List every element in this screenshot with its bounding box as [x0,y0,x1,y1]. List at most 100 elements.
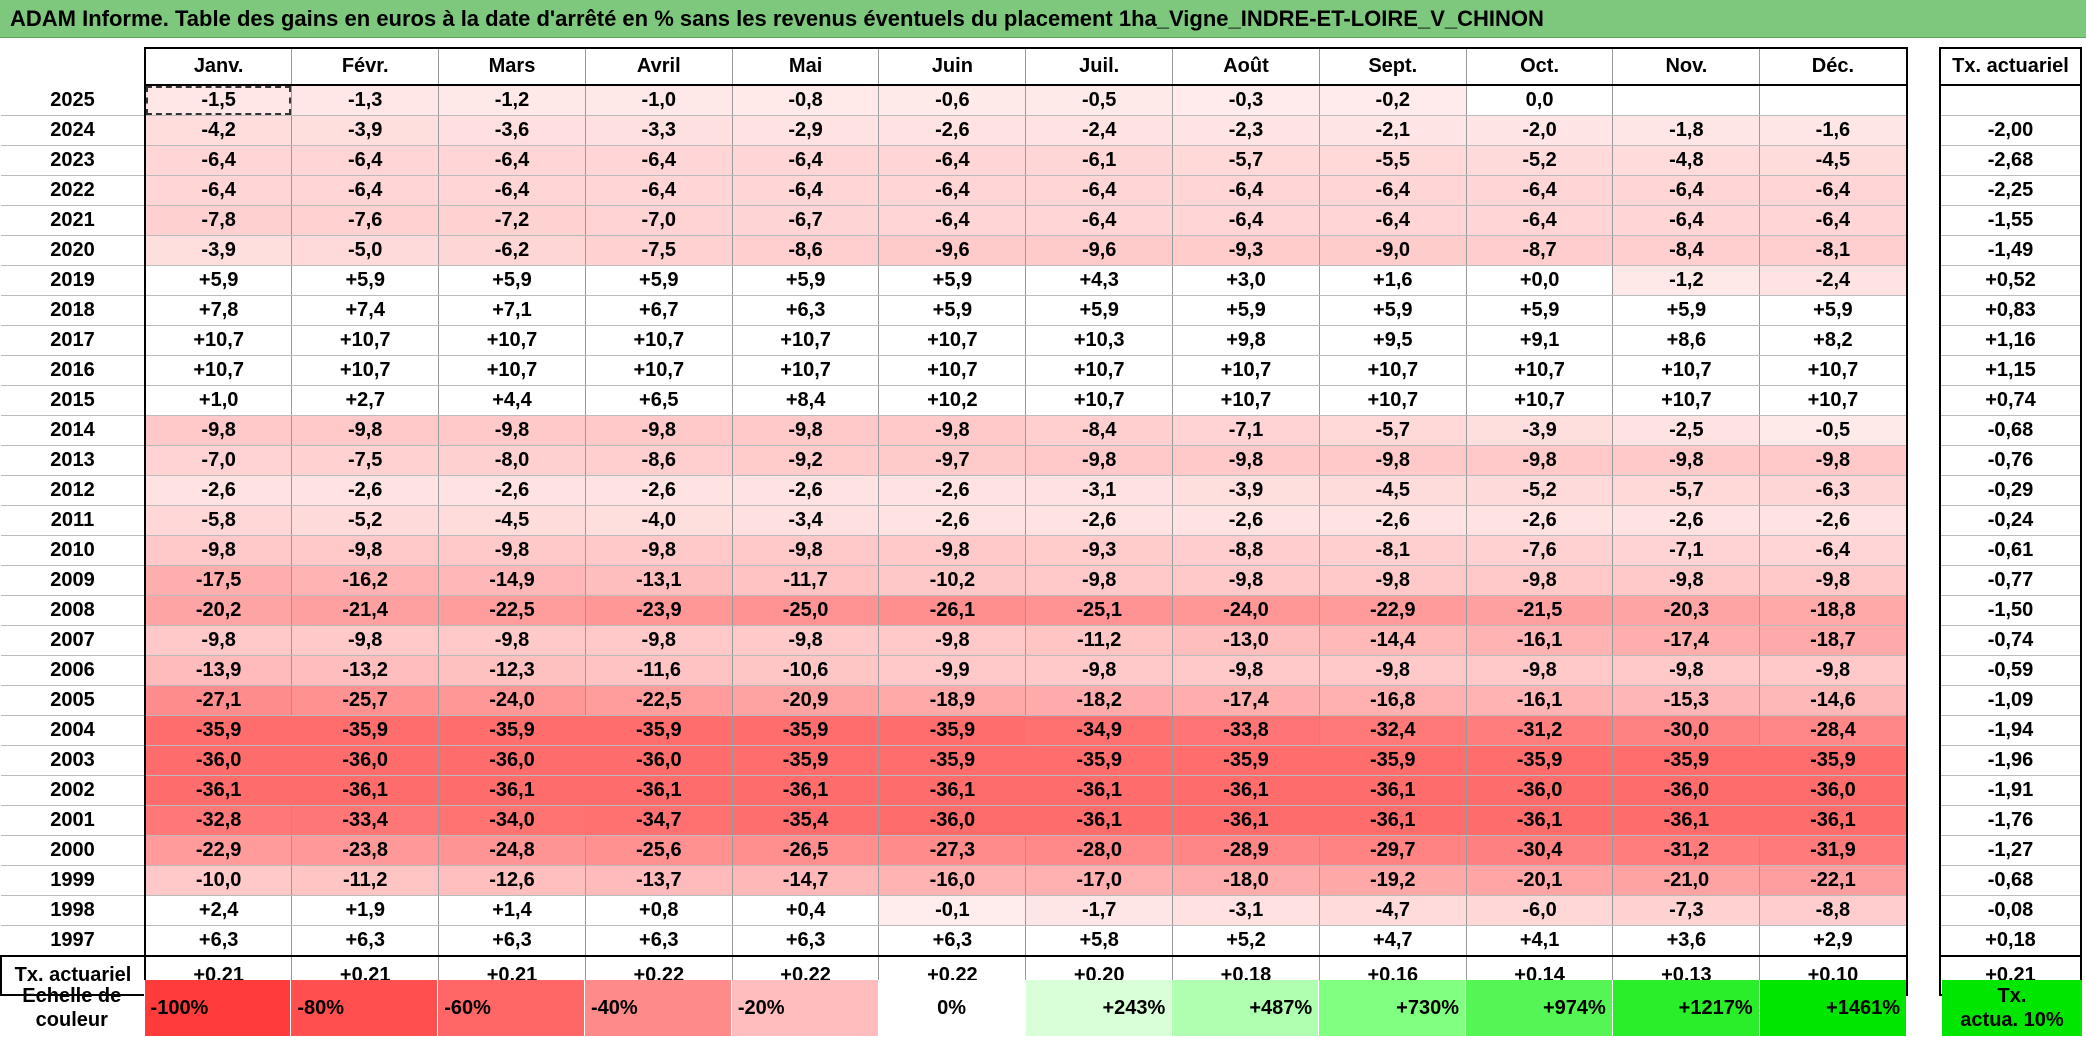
gain-cell[interactable]: -14,9 [438,565,586,596]
gain-cell[interactable]: -36,1 [584,775,733,806]
gain-cell[interactable]: -0,1 [878,895,1026,926]
gain-cell[interactable]: -30,0 [1612,715,1760,746]
gain-cell[interactable]: -27,1 [144,685,292,716]
gain-cell[interactable]: -17,4 [1612,625,1760,656]
gain-cell[interactable]: -6,4 [1612,205,1760,236]
gain-cell[interactable]: -9,8 [291,535,439,566]
gain-cell[interactable]: +1,9 [291,895,439,926]
gain-cell[interactable]: -9,8 [1612,565,1760,596]
gain-cell[interactable]: +10,7 [1612,385,1760,416]
actuarial-rate-cell[interactable]: -0,74 [1939,625,2082,656]
gain-cell[interactable]: -0,2 [1318,85,1467,116]
gain-cell[interactable]: -2,6 [878,505,1026,536]
gain-cell[interactable]: -25,7 [291,685,439,716]
gain-cell[interactable]: -35,9 [878,745,1026,776]
gain-cell[interactable]: -9,8 [1759,445,1908,476]
gain-cell[interactable]: -0,6 [878,85,1026,116]
gain-cell[interactable]: -32,4 [1318,715,1467,746]
gain-cell[interactable]: -2,6 [438,475,586,506]
gain-cell[interactable]: +4,3 [1025,265,1173,296]
actuarial-rate-cell[interactable]: -0,68 [1939,865,2082,896]
gain-cell[interactable]: +10,7 [584,355,733,386]
gain-cell[interactable]: -18,7 [1759,625,1908,656]
gain-cell[interactable]: -3,3 [584,115,733,146]
gain-cell[interactable]: -17,4 [1172,685,1320,716]
gain-cell[interactable]: -21,4 [291,595,439,626]
gain-cell[interactable]: +10,2 [878,385,1026,416]
gain-cell[interactable]: -8,8 [1172,535,1320,566]
gain-cell[interactable]: -4,0 [584,505,733,536]
gain-cell[interactable]: -16,1 [1465,685,1613,716]
gain-cell[interactable]: -9,3 [1172,235,1320,266]
gain-cell[interactable]: -9,8 [1318,565,1467,596]
gain-cell[interactable]: -28,0 [1025,835,1173,866]
gain-cell[interactable]: -7,6 [291,205,439,236]
gain-cell[interactable]: -16,0 [878,865,1026,896]
gain-cell[interactable]: -6,4 [878,205,1026,236]
gain-cell[interactable]: -24,0 [438,685,586,716]
gain-cell[interactable]: -3,9 [144,235,292,266]
gain-cell[interactable]: +10,7 [291,355,439,386]
gain-cell[interactable]: -2,5 [1612,415,1760,446]
gain-cell[interactable]: -19,2 [1318,865,1467,896]
actuarial-rate-cell[interactable]: -0,76 [1939,445,2082,476]
gain-cell[interactable]: -6,7 [731,205,879,236]
gain-cell[interactable]: +10,7 [878,355,1026,386]
gain-cell[interactable]: -29,7 [1318,835,1467,866]
gain-cell[interactable]: +10,7 [1465,385,1613,416]
gain-cell[interactable]: +7,8 [144,295,292,326]
actuarial-rate-cell[interactable]: -0,29 [1939,475,2082,506]
gain-cell[interactable]: -2,6 [1612,505,1760,536]
gain-cell[interactable]: -13,7 [584,865,733,896]
gain-cell[interactable]: +10,7 [438,325,586,356]
gain-cell[interactable]: -23,8 [291,835,439,866]
gain-cell[interactable]: +10,7 [1025,385,1173,416]
gain-cell[interactable]: -9,8 [1759,565,1908,596]
gain-cell[interactable]: +10,7 [1759,385,1908,416]
gain-cell[interactable]: -6,4 [1465,205,1613,236]
gain-cell[interactable]: -3,1 [1025,475,1173,506]
gain-cell[interactable]: -6,4 [1318,205,1467,236]
actuarial-rate-cell[interactable]: -1,50 [1939,595,2082,626]
gain-cell[interactable]: +6,3 [584,925,733,957]
gain-cell[interactable]: -9,8 [291,415,439,446]
gain-cell[interactable]: +10,7 [144,325,292,356]
gain-cell[interactable]: -9,7 [878,445,1026,476]
gain-cell[interactable]: -36,1 [1025,775,1173,806]
gain-cell[interactable]: -4,7 [1318,895,1467,926]
gain-cell[interactable]: -11,6 [584,655,733,686]
gain-cell[interactable]: -20,9 [731,685,879,716]
gain-cell[interactable]: -2,6 [584,475,733,506]
gain-cell[interactable]: -1,2 [438,85,586,116]
gain-cell[interactable]: -36,0 [144,745,292,776]
gain-cell[interactable]: -9,8 [438,415,586,446]
gain-cell[interactable]: -36,1 [878,775,1026,806]
gain-cell[interactable]: -5,7 [1318,415,1467,446]
gain-cell[interactable]: -36,1 [1612,805,1760,836]
gain-cell[interactable]: -21,0 [1612,865,1760,896]
actuarial-rate-cell[interactable]: -1,76 [1939,805,2082,836]
gain-cell[interactable]: +0,4 [731,895,879,926]
gain-cell[interactable]: -35,9 [1172,745,1320,776]
actuarial-rate-cell[interactable]: -1,94 [1939,715,2082,746]
gain-cell[interactable]: -7,2 [438,205,586,236]
gain-cell[interactable]: -6,4 [731,145,879,176]
gain-cell[interactable]: -2,6 [1759,505,1908,536]
gain-cell[interactable]: -25,6 [584,835,733,866]
gain-cell[interactable]: +5,9 [1025,295,1173,326]
gain-cell[interactable]: -11,7 [731,565,879,596]
gain-cell[interactable]: +2,7 [291,385,439,416]
gain-cell[interactable]: -28,4 [1759,715,1908,746]
gain-cell[interactable]: -2,6 [291,475,439,506]
gain-cell[interactable]: -2,6 [878,115,1026,146]
gain-cell[interactable]: -6,3 [1759,475,1908,506]
gain-cell[interactable]: -7,0 [144,445,292,476]
actuarial-rate-cell[interactable]: -1,55 [1939,205,2082,236]
gain-cell[interactable]: +8,6 [1612,325,1760,356]
gain-cell[interactable]: -25,0 [731,595,879,626]
gain-cell[interactable]: +10,7 [1025,355,1173,386]
gain-cell[interactable]: -23,9 [584,595,733,626]
gain-cell[interactable]: -9,8 [584,535,733,566]
gain-cell[interactable]: -24,0 [1172,595,1320,626]
gain-cell[interactable]: -35,4 [731,805,879,836]
